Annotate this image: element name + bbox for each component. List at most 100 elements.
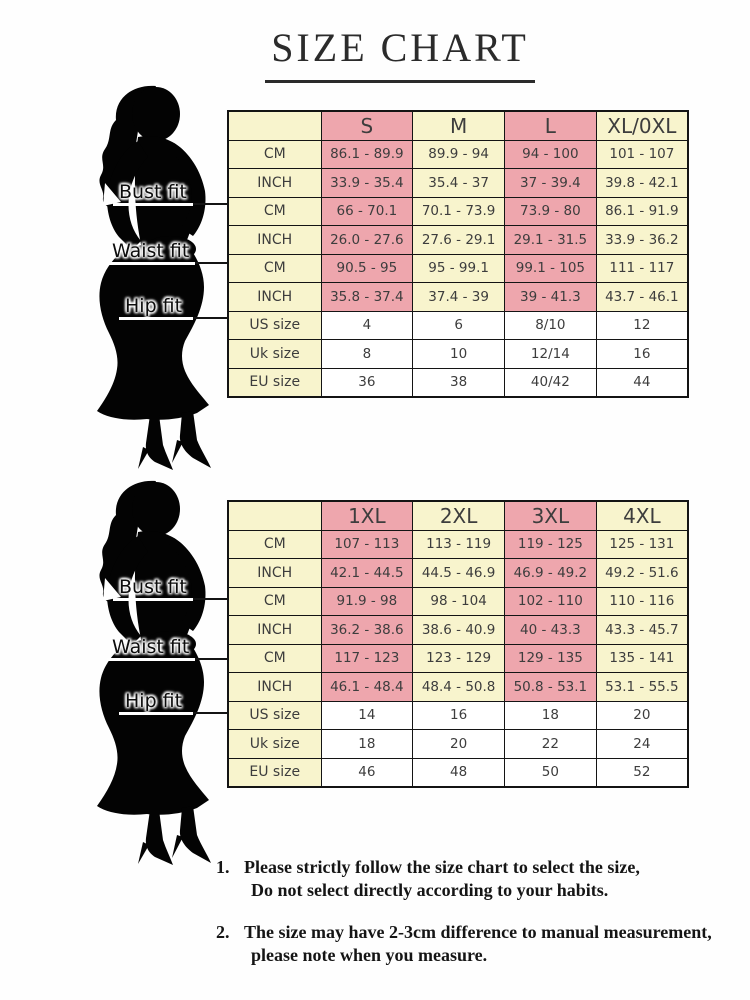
size-cell: 37 - 39.4: [504, 168, 597, 198]
size-table-standard: S M L XL/0XL CM 86.1 - 89.9 89.9 - 94 94 - 100 1…: [227, 110, 689, 398]
table-row-size: Uk size 8 10 12/14 16: [227, 339, 689, 369]
size-cell: 29.1 - 31.5: [504, 225, 597, 255]
table-row-size: US size 14 16 18 20: [227, 700, 689, 730]
waist-fit-underline: [107, 658, 195, 661]
size-cell: 70.1 - 73.9: [412, 196, 505, 226]
row-label: INCH: [227, 672, 322, 702]
row-label: EU size: [227, 757, 322, 788]
size-cell: 48: [412, 757, 505, 788]
size-cell: 66 - 70.1: [320, 196, 414, 226]
size-cell: 52: [595, 757, 689, 788]
size-cell: 110 - 116: [595, 586, 689, 616]
note-item: 1. Please strictly follow the size chart…: [216, 856, 736, 902]
hip-fit-pointer-line: [191, 317, 228, 319]
size-cell: 90.5 - 95: [320, 253, 414, 283]
bust-fit-pointer-line: [188, 598, 228, 600]
title-block: SIZE CHART: [25, 24, 750, 83]
size-column-header: L: [504, 110, 597, 141]
size-cell: 125 - 131: [595, 529, 689, 559]
size-cell: 42.1 - 44.5: [320, 558, 414, 588]
size-column-header: M: [412, 110, 505, 141]
note-line: Please strictly follow the size chart to…: [244, 857, 640, 877]
size-cell: 53.1 - 55.5: [595, 672, 689, 702]
size-cell: 46.1 - 48.4: [320, 672, 414, 702]
size-cell: 37.4 - 39: [412, 282, 505, 312]
note-number: 2.: [216, 922, 230, 943]
size-cell: 50: [504, 757, 597, 788]
size-cell: 36.2 - 38.6: [320, 615, 414, 645]
size-cell: 129 - 135: [504, 643, 597, 673]
waist-fit-pointer-line: [194, 262, 228, 264]
table-row-hip: INCH 46.1 - 48.4 48.4 - 50.8 50.8 - 53.1 53.…: [227, 672, 689, 702]
size-cell: 86.1 - 91.9: [595, 196, 689, 226]
row-label: INCH: [227, 558, 322, 588]
corner-cell: [227, 110, 322, 141]
row-label: Uk size: [227, 339, 322, 369]
hip-fit-pointer-line: [191, 712, 228, 714]
size-column-header: S: [320, 110, 414, 141]
size-cell: 98 - 104: [412, 586, 505, 616]
size-cell: 73.9 - 80: [504, 196, 597, 226]
size-cell: 35.8 - 37.4: [320, 282, 414, 312]
row-label: INCH: [227, 225, 322, 255]
note-line: The size may have 2-3cm difference to ma…: [244, 922, 712, 943]
size-cell: 101 - 107: [595, 139, 689, 169]
table-row-waist: INCH 26.0 - 27.6 27.6 - 29.1 29.1 - 31.5 33.…: [227, 225, 689, 255]
size-cell: 33.9 - 35.4: [320, 168, 414, 198]
size-cell: 39.8 - 42.1: [595, 168, 689, 198]
bust-fit-pointer-line: [188, 203, 228, 205]
size-cell: 20: [412, 729, 505, 759]
note-text: Please strictly follow the size chart to…: [244, 856, 640, 902]
size-cell: 94 - 100: [504, 139, 597, 169]
table-row-bust: INCH 42.1 - 44.5 44.5 - 46.9 46.9 - 49.2 49.…: [227, 558, 689, 588]
size-cell: 44.5 - 46.9: [412, 558, 505, 588]
size-column-header: 4XL: [595, 500, 689, 531]
size-cell: 44: [595, 367, 689, 398]
bust-fit-label: Bust fit: [119, 181, 187, 203]
size-cell: 10: [412, 339, 505, 369]
notes-section: 1. Please strictly follow the size chart…: [216, 856, 736, 986]
size-cell: 113 - 119: [412, 529, 505, 559]
bust-fit-underline: [113, 203, 193, 206]
size-column-header: 3XL: [504, 500, 597, 531]
size-table-plus: 1XL 2XL 3XL 4XL CM 107 - 113 113 - 119 119 - 12…: [227, 500, 689, 788]
row-label: US size: [227, 310, 322, 340]
row-label: Uk size: [227, 729, 322, 759]
corner-cell: [227, 500, 322, 531]
row-label: INCH: [227, 282, 322, 312]
page-title: SIZE CHART: [265, 24, 535, 83]
woman-dress-silhouette-icon: [97, 85, 211, 470]
size-cell: 18: [320, 729, 414, 759]
size-cell: 8: [320, 339, 414, 369]
size-column-header: 1XL: [320, 500, 414, 531]
hip-fit-label: Hip fit: [125, 690, 183, 712]
size-cell: 119 - 125: [504, 529, 597, 559]
size-cell: 46.9 - 49.2: [504, 558, 597, 588]
size-column-header: XL/0XL: [595, 110, 689, 141]
size-cell: 43.7 - 46.1: [595, 282, 689, 312]
size-cell: 4: [320, 310, 414, 340]
size-cell: 40 - 43.3: [504, 615, 597, 645]
size-cell: 14: [320, 700, 414, 730]
note-line: please note when you measure.: [251, 945, 488, 966]
size-cell: 117 - 123: [320, 643, 414, 673]
waist-fit-label: Waist fit: [112, 240, 190, 262]
note-number: 1.: [216, 857, 230, 877]
row-label: CM: [227, 529, 322, 559]
bust-fit-underline: [113, 598, 193, 601]
row-label: EU size: [227, 367, 322, 398]
size-cell: 12/14: [504, 339, 597, 369]
size-cell: 39 - 41.3: [504, 282, 597, 312]
waist-fit-label: Waist fit: [112, 636, 190, 658]
size-cell: 111 - 117: [595, 253, 689, 283]
row-label: INCH: [227, 615, 322, 645]
table-row-hip: CM 117 - 123 123 - 129 129 - 135 135 - 141: [227, 643, 689, 673]
row-label: CM: [227, 586, 322, 616]
table-row-hip: CM 90.5 - 95 95 - 99.1 99.1 - 105 111 - 117: [227, 253, 689, 283]
table-row-size: EU size 36 38 40/42 44: [227, 367, 689, 398]
row-label: US size: [227, 700, 322, 730]
size-cell: 135 - 141: [595, 643, 689, 673]
size-cell: 24: [595, 729, 689, 759]
size-cell: 12: [595, 310, 689, 340]
